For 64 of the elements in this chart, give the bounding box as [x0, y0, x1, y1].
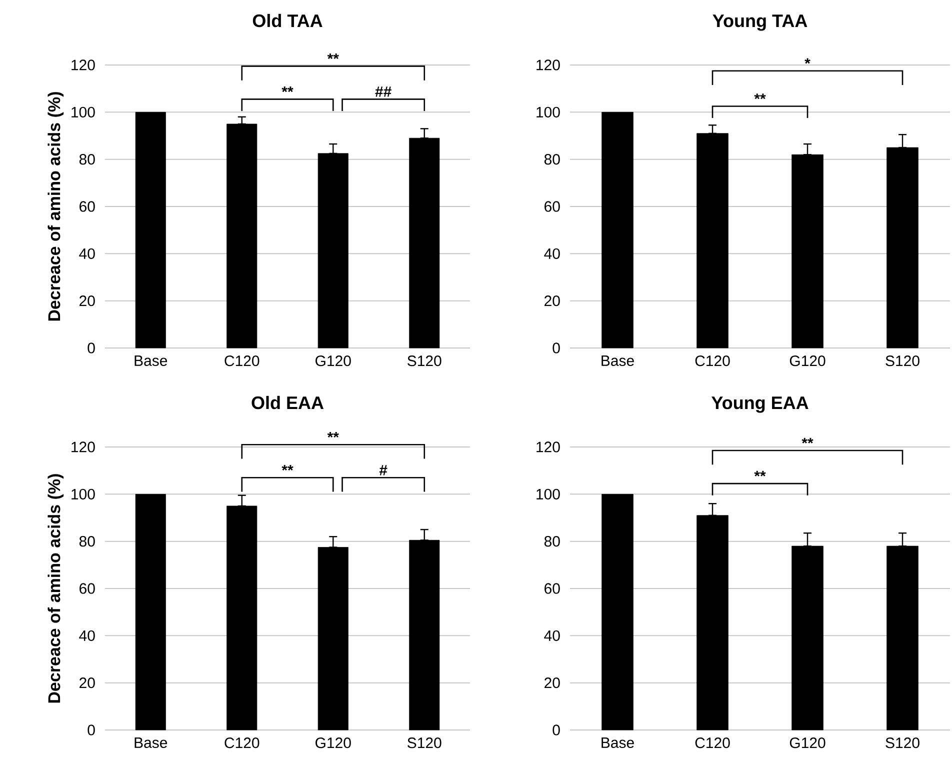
- y-tick-label: 60: [544, 583, 560, 594]
- x-tick-label: S120: [408, 738, 442, 748]
- text: **: [802, 438, 814, 444]
- y-tick-label: 20: [80, 296, 95, 306]
- y-tick-label: 40: [79, 630, 95, 641]
- annotation: **: [754, 94, 766, 100]
- bar: [135, 112, 166, 348]
- y-tick-label: 100: [72, 488, 95, 500]
- y-tick-label: 60: [544, 201, 560, 212]
- y-tick-label: 60: [80, 583, 95, 594]
- x-tick-label: S120: [886, 356, 920, 366]
- y-tick-label: 60: [80, 201, 95, 212]
- y-tick-label: 0: [88, 342, 95, 354]
- bar: [135, 494, 166, 730]
- x-tick-label: C120: [224, 356, 260, 366]
- x-tick-label: G120: [316, 738, 351, 748]
- x-tick-label: C120: [224, 738, 260, 748]
- chart-title: Young TAA: [712, 14, 808, 31]
- x-tick-label: S120: [886, 738, 920, 748]
- y-tick-label: 40: [544, 248, 560, 259]
- x-tick-label: G120: [790, 738, 826, 748]
- bar: [602, 494, 634, 730]
- annotation: **: [282, 464, 294, 471]
- y-tick-label: 0: [552, 724, 560, 736]
- chart-title: Old TAA: [252, 14, 322, 28]
- y-tick-label: 0: [552, 342, 560, 354]
- y-axis-title: Decreace of amino acids (%): [48, 92, 64, 321]
- y-tick-label: 100: [536, 106, 560, 118]
- annotation: #: [379, 465, 388, 476]
- x-tick-label: Base: [602, 356, 634, 366]
- x-tick-label: Base: [602, 738, 634, 748]
- bar: [602, 112, 634, 348]
- y-tick-label: 100: [536, 488, 560, 500]
- x-tick-label: Base: [134, 356, 168, 366]
- y-tick-label: 80: [544, 536, 560, 547]
- x-tick-label: Base: [134, 738, 168, 748]
- text: **: [327, 53, 339, 60]
- y-tick-label: 20: [544, 296, 560, 306]
- chart-title: Young EAA: [711, 396, 808, 413]
- text: *: [804, 58, 810, 64]
- x-tick-label: G120: [790, 356, 826, 366]
- y-tick-label: 80: [79, 154, 95, 165]
- x-tick-label: S120: [408, 356, 442, 366]
- y-axis-title: Decreace of amino acids (%): [48, 474, 64, 703]
- y-tick-label: 120: [536, 60, 560, 70]
- y-tick-label: 40: [544, 630, 560, 641]
- y-tick-label: 20: [544, 678, 560, 688]
- annotation: ##: [375, 86, 392, 97]
- x-tick-label: C120: [695, 738, 730, 748]
- y-tick-label: 100: [72, 106, 95, 118]
- y-tick-label: 120: [72, 442, 95, 452]
- annotation: **: [282, 86, 294, 92]
- y-tick-label: 120: [72, 60, 95, 70]
- y-tick-label: 80: [544, 154, 560, 165]
- y-tick-label: 20: [80, 678, 95, 688]
- text: **: [327, 432, 339, 438]
- y-tick-label: 0: [88, 724, 95, 736]
- y-tick-label: 40: [79, 248, 95, 259]
- y-tick-label: 120: [536, 442, 560, 452]
- annotation: **: [754, 470, 766, 476]
- y-tick-label: 80: [79, 536, 95, 547]
- x-tick-label: G120: [316, 356, 351, 366]
- chart-title: Old EAA: [252, 396, 324, 410]
- x-tick-label: C120: [695, 356, 730, 366]
